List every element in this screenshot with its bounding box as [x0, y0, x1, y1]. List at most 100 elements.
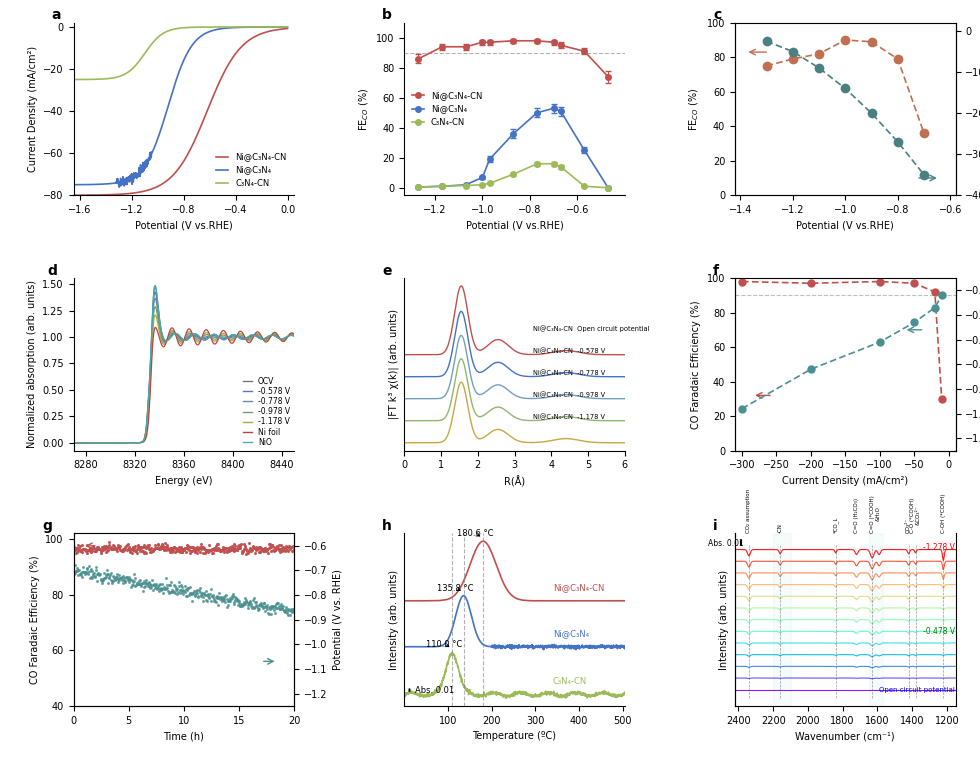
Point — [214, 543, 229, 556]
Point — [226, 545, 242, 557]
Ni foil — [68, 438, 79, 447]
Point — [156, 581, 171, 594]
Y-axis label: |FT k³ χ(k)| (arb. units): |FT k³ χ(k)| (arb. units) — [388, 310, 399, 419]
Point — [67, 544, 82, 556]
Point — [125, 575, 141, 587]
Point — [121, 574, 136, 586]
Point — [196, 546, 212, 559]
Line: -1.178 V: -1.178 V — [74, 315, 294, 442]
Point — [109, 542, 124, 554]
Point — [246, 601, 262, 613]
Y-axis label: Intensity (arb. units): Intensity (arb. units) — [389, 569, 399, 669]
Point — [264, 540, 279, 553]
Point — [248, 540, 264, 553]
-0.778 V — [68, 438, 79, 447]
Point — [172, 543, 187, 556]
Point — [108, 572, 123, 584]
Point — [275, 600, 291, 612]
Text: Ni@C₃N₄: Ni@C₃N₄ — [553, 629, 589, 638]
Point — [222, 592, 238, 604]
Point — [267, 545, 282, 557]
Point — [268, 544, 283, 556]
Point — [146, 578, 162, 590]
Text: b: b — [382, 8, 392, 22]
Point — [210, 592, 225, 604]
Point — [259, 545, 274, 557]
Point — [82, 545, 98, 557]
Point — [163, 542, 178, 554]
Point — [166, 586, 181, 598]
Point — [129, 578, 145, 590]
Point — [283, 603, 299, 616]
Point — [145, 584, 161, 596]
Point — [185, 541, 201, 553]
Point — [121, 543, 136, 555]
Point — [96, 567, 112, 579]
Point — [82, 572, 98, 584]
Point — [231, 595, 247, 607]
Point — [136, 539, 152, 551]
Point — [254, 543, 270, 555]
Point — [171, 544, 186, 556]
Point — [237, 540, 253, 553]
Point — [265, 600, 280, 612]
-0.778 V — [216, 332, 227, 342]
Point — [260, 603, 275, 615]
Point — [209, 543, 224, 556]
X-axis label: Temperature (ºC): Temperature (ºC) — [472, 731, 557, 741]
NiO — [234, 334, 246, 343]
Point — [127, 572, 143, 584]
Point — [97, 572, 113, 584]
Point — [172, 584, 188, 596]
-1.178 V — [216, 330, 227, 339]
Point — [132, 541, 148, 553]
Point — [266, 541, 281, 553]
Point — [121, 543, 136, 556]
Point — [248, 600, 264, 613]
Point — [270, 540, 285, 553]
Point — [133, 541, 149, 553]
Point — [75, 543, 91, 555]
Point — [279, 607, 295, 619]
Point — [111, 540, 126, 553]
Point — [69, 542, 84, 554]
Point — [226, 538, 242, 550]
Point — [184, 545, 200, 557]
Point — [112, 542, 127, 554]
Point — [163, 543, 178, 556]
Point — [149, 583, 165, 595]
Point — [265, 539, 280, 551]
Point — [260, 607, 275, 619]
Point — [193, 590, 209, 602]
Point — [179, 590, 195, 602]
Point — [174, 546, 190, 559]
Point — [123, 581, 139, 593]
Point — [198, 594, 214, 606]
-0.978 V — [68, 438, 79, 447]
Point — [126, 543, 142, 556]
Point — [177, 543, 193, 555]
Point — [226, 596, 242, 608]
Ni foil — [150, 323, 162, 332]
Point — [132, 578, 148, 590]
Point — [89, 541, 105, 553]
Point — [258, 601, 273, 613]
Text: e: e — [382, 263, 392, 278]
Point — [175, 544, 191, 556]
Point — [164, 586, 179, 598]
Line: -0.578 V: -0.578 V — [74, 292, 294, 442]
Text: h: h — [382, 519, 392, 533]
Point — [131, 541, 147, 553]
Point — [100, 543, 116, 556]
Point — [280, 609, 296, 621]
Point — [250, 601, 266, 613]
Point — [174, 581, 190, 594]
Point — [270, 539, 286, 551]
Point — [196, 587, 212, 599]
Point — [116, 577, 131, 589]
Point — [215, 594, 230, 606]
Point — [159, 572, 174, 584]
-0.778 V — [234, 332, 246, 341]
Point — [186, 546, 202, 558]
Point — [158, 537, 173, 549]
